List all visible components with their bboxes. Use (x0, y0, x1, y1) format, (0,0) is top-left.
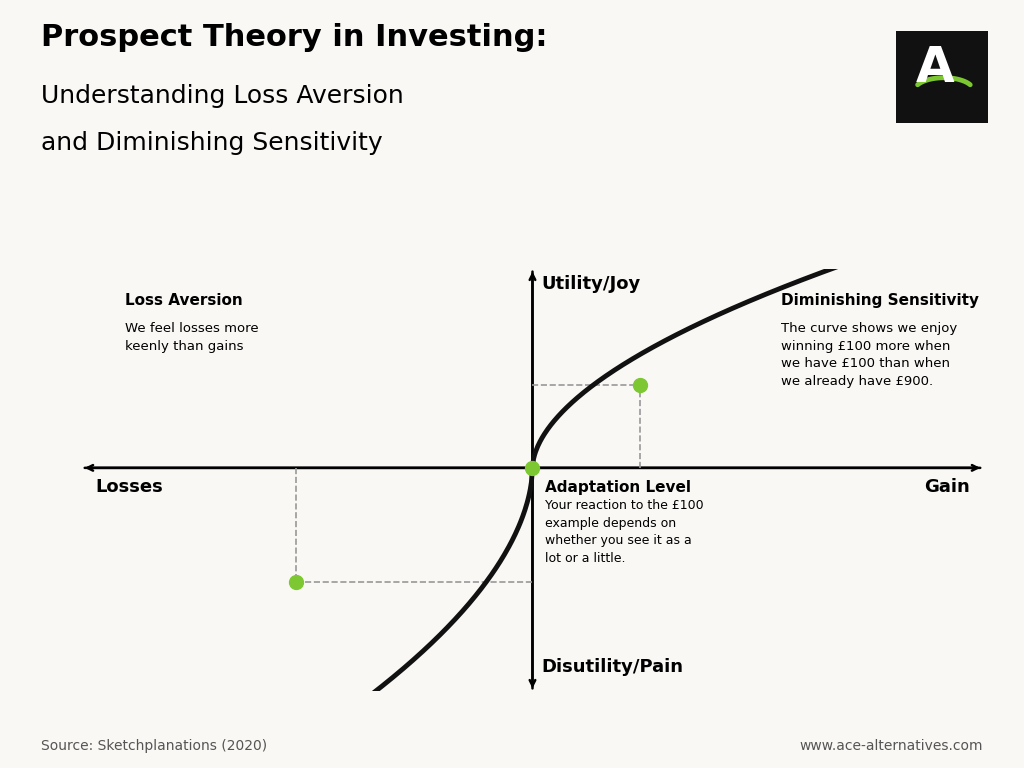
Text: Disutility/Pain: Disutility/Pain (541, 657, 683, 676)
Text: Utility/Joy: Utility/Joy (541, 275, 640, 293)
Text: Understanding Loss Aversion: Understanding Loss Aversion (41, 84, 403, 108)
Text: Your reaction to the £100
example depends on
whether you see it as a
lot or a li: Your reaction to the £100 example depend… (546, 499, 703, 565)
Text: A: A (915, 44, 954, 91)
Text: Diminishing Sensitivity: Diminishing Sensitivity (781, 293, 979, 308)
Text: The curve shows we enjoy
winning £100 more when
we have £100 than when
we alread: The curve shows we enjoy winning £100 mo… (781, 323, 957, 388)
Text: Gain: Gain (924, 478, 970, 495)
Text: Source: Sketchplanations (2020): Source: Sketchplanations (2020) (41, 739, 267, 753)
Text: We feel losses more
keenly than gains: We feel losses more keenly than gains (125, 323, 258, 353)
Text: www.ace-alternatives.com: www.ace-alternatives.com (800, 739, 983, 753)
Text: Loss Aversion: Loss Aversion (125, 293, 243, 308)
Text: and Diminishing Sensitivity: and Diminishing Sensitivity (41, 131, 383, 154)
Text: Adaptation Level: Adaptation Level (546, 480, 691, 495)
Text: Losses: Losses (95, 478, 163, 495)
Text: Prospect Theory in Investing:: Prospect Theory in Investing: (41, 23, 548, 52)
